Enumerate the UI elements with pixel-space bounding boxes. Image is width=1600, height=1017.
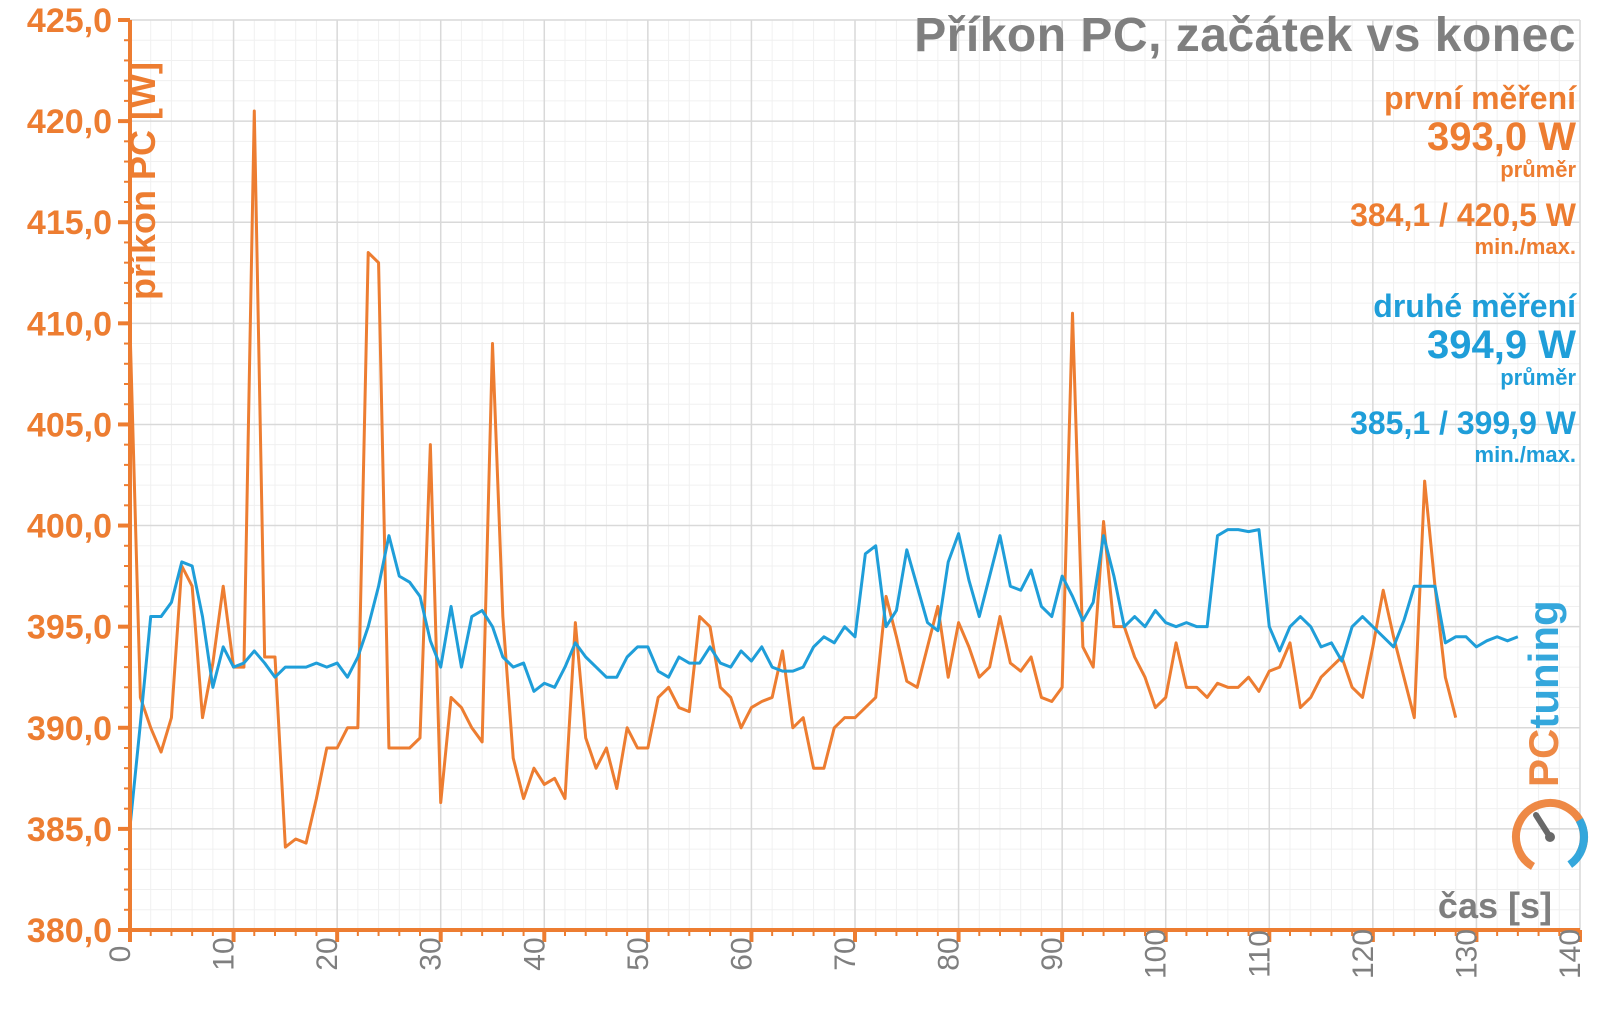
svg-text:380,0: 380,0: [27, 912, 112, 950]
svg-text:425,0: 425,0: [27, 2, 112, 40]
svg-text:405,0: 405,0: [27, 406, 112, 444]
svg-text:90: 90: [1036, 937, 1069, 970]
legend: první měření 393,0 W průměr 384,1 / 420,…: [1350, 80, 1576, 496]
svg-text:395,0: 395,0: [27, 609, 112, 647]
svg-text:130: 130: [1450, 929, 1483, 979]
svg-text:50: 50: [622, 937, 655, 970]
legend-series-1-range-sub: min./max.: [1350, 234, 1576, 260]
chart-title: Příkon PC, začátek vs konec: [914, 8, 1576, 63]
watermark-pc: PC: [1520, 729, 1567, 787]
svg-text:80: 80: [933, 937, 966, 970]
svg-text:100: 100: [1140, 929, 1173, 979]
power-chart: 380,0 385,0 390,0 395,0 400,0 405,0 410,0 415,0…: [0, 0, 1600, 1017]
legend-series-1-range: 384,1 / 420,5 W: [1350, 197, 1576, 234]
svg-text:410,0: 410,0: [27, 305, 112, 343]
svg-text:140: 140: [1554, 929, 1587, 979]
x-axis-label: čas [s]: [1438, 885, 1552, 927]
legend-series-2-avg-sub: průměr: [1350, 365, 1576, 391]
svg-text:30: 30: [415, 937, 448, 970]
svg-text:390,0: 390,0: [27, 710, 112, 748]
legend-series-2-avg: 394,9 W: [1350, 325, 1576, 365]
svg-text:40: 40: [518, 937, 551, 970]
svg-text:420,0: 420,0: [27, 103, 112, 141]
svg-text:385,0: 385,0: [27, 811, 112, 849]
legend-series-1-avg-sub: průměr: [1350, 157, 1576, 183]
svg-text:10: 10: [208, 937, 241, 970]
svg-text:0: 0: [104, 946, 137, 963]
svg-text:PCtuning: PCtuning: [1520, 600, 1567, 787]
svg-text:400,0: 400,0: [27, 508, 112, 546]
legend-series-2-range-sub: min./max.: [1350, 442, 1576, 468]
legend-series-2-range: 385,1 / 399,9 W: [1350, 405, 1576, 442]
legend-series-1-label: první měření: [1350, 80, 1576, 117]
legend-series-2: druhé měření 394,9 W průměr 385,1 / 399,…: [1350, 288, 1576, 468]
legend-series-2-label: druhé měření: [1350, 288, 1576, 325]
legend-series-1: první měření 393,0 W průměr 384,1 / 420,…: [1350, 80, 1576, 260]
legend-series-1-avg: 393,0 W: [1350, 117, 1576, 157]
watermark-logo: PCtuning: [1510, 547, 1590, 887]
svg-text:120: 120: [1347, 929, 1380, 979]
watermark-tuning: tuning: [1520, 600, 1567, 728]
svg-text:20: 20: [311, 937, 344, 970]
svg-text:415,0: 415,0: [27, 204, 112, 242]
svg-text:60: 60: [725, 937, 758, 970]
svg-text:70: 70: [829, 937, 862, 970]
svg-text:110: 110: [1243, 930, 1276, 978]
y-axis-label: příkon PC [W]: [122, 62, 164, 300]
